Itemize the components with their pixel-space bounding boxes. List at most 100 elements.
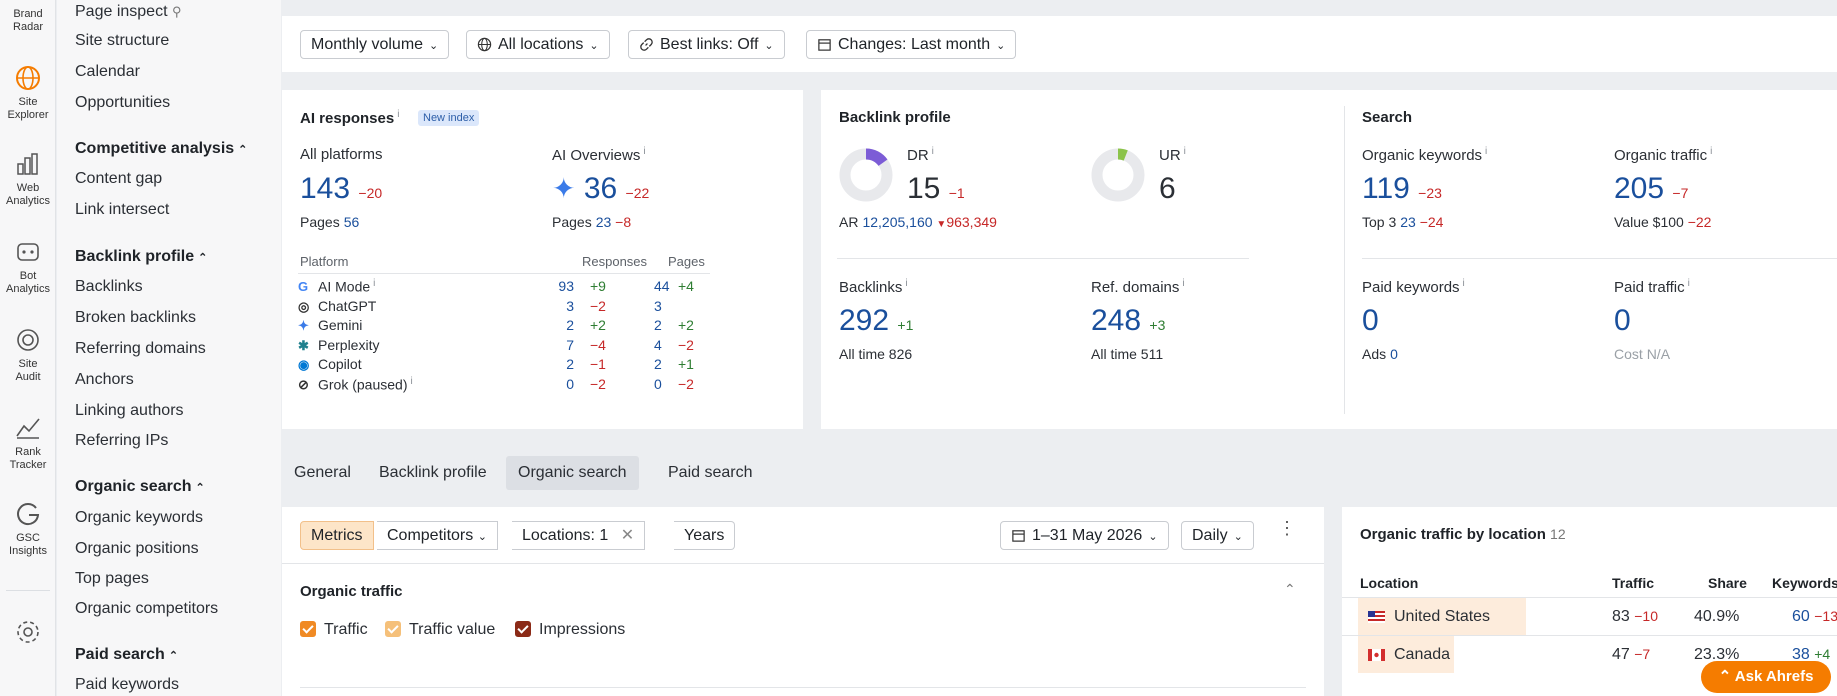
- table-row[interactable]: ✦ Gemini 2 +2 2 +2: [298, 315, 710, 337]
- info-icon[interactable]: i: [1462, 278, 1465, 289]
- best-links-dropdown[interactable]: Best links: Off ⌄: [628, 30, 785, 59]
- info-icon[interactable]: i: [905, 278, 908, 289]
- responses-value[interactable]: 0: [566, 375, 574, 392]
- responses-value[interactable]: 3: [566, 297, 574, 314]
- info-icon[interactable]: i: [931, 146, 934, 157]
- responses-value[interactable]: 2: [566, 317, 574, 333]
- rail-gsc-insights[interactable]: GSC Insights: [0, 500, 56, 558]
- locations-dropdown[interactable]: All locations ⌄: [466, 30, 610, 59]
- pages-value[interactable]: 56: [343, 214, 360, 230]
- ask-ahrefs-button[interactable]: ⌃ Ask Ahrefs: [1701, 661, 1831, 693]
- nav-organic-competitors[interactable]: Organic competitors: [75, 600, 219, 617]
- info-icon[interactable]: i: [397, 109, 400, 120]
- responses-value[interactable]: 7: [566, 336, 574, 353]
- table-row[interactable]: Canada 47 −7 23.3% 38 +4: [1342, 635, 1837, 673]
- traffic-value[interactable]: 83 −10: [1612, 608, 1658, 626]
- impressions-checkbox[interactable]: Impressions: [515, 621, 625, 639]
- keywords-value[interactable]: 38 +4: [1792, 646, 1830, 664]
- more-menu-icon[interactable]: ⋮: [1278, 518, 1296, 538]
- nav-referring-domains[interactable]: Referring domains: [75, 340, 206, 357]
- traffic-value-checkbox[interactable]: Traffic value: [385, 621, 495, 639]
- dr-metric[interactable]: 15 −1: [907, 172, 965, 206]
- years-toggle[interactable]: Years: [674, 521, 736, 550]
- nav-calendar[interactable]: Calendar: [75, 63, 140, 80]
- traffic-checkbox[interactable]: Traffic: [300, 621, 368, 639]
- pages-value[interactable]: 0: [654, 375, 662, 392]
- nav-referring-ips[interactable]: Referring IPs: [75, 432, 169, 449]
- info-icon[interactable]: i: [1183, 146, 1186, 157]
- table-row[interactable]: ⊘ Grok (paused) i 0 −2 0 −2: [298, 374, 710, 396]
- interval-dropdown[interactable]: Daily ⌄: [1181, 521, 1254, 550]
- rail-brand-radar[interactable]: Brand Radar: [0, 8, 56, 34]
- date-range-dropdown[interactable]: 1–31 May 2026 ⌄: [1000, 521, 1169, 550]
- ai-overviews-metric[interactable]: ✦ 36 −22: [552, 172, 649, 206]
- chevron-up-icon[interactable]: ⌃: [1284, 581, 1296, 597]
- rail-site-audit[interactable]: Site Audit: [0, 326, 56, 384]
- top3-value[interactable]: 23: [1400, 214, 1416, 230]
- tab-general[interactable]: General: [294, 464, 351, 481]
- table-row[interactable]: ◉ Copilot 2 −1 2 +1: [298, 354, 710, 376]
- organic-keywords-metric[interactable]: 119 −23: [1362, 172, 1442, 206]
- pages-value[interactable]: 4: [654, 336, 662, 353]
- table-row[interactable]: United States 83 −10 40.9% 60 −13: [1342, 597, 1837, 635]
- nav-broken-backlinks[interactable]: Broken backlinks: [75, 309, 196, 326]
- nav-section-paid[interactable]: Paid search ⌃: [75, 646, 178, 664]
- locations-filter[interactable]: Locations: 1 ✕: [512, 521, 646, 550]
- tab-organic-search[interactable]: Organic search: [506, 456, 639, 490]
- pages-value[interactable]: 2: [654, 356, 662, 372]
- traffic-value[interactable]: 47 −7: [1612, 646, 1650, 664]
- changes-dropdown[interactable]: Changes: Last month ⌄: [806, 30, 1017, 59]
- nav-page-inspect[interactable]: Page inspect ⚲: [75, 3, 182, 21]
- nav-opportunities[interactable]: Opportunities: [75, 94, 171, 111]
- nav-section-backlink[interactable]: Backlink profile ⌃: [75, 248, 207, 266]
- rail-bot-analytics[interactable]: Bot Analytics: [0, 238, 56, 296]
- nav-organic-positions[interactable]: Organic positions: [75, 540, 199, 557]
- organic-traffic-metric[interactable]: 205 −7: [1614, 172, 1688, 206]
- rail-rank-tracker[interactable]: Rank Tracker: [0, 414, 56, 472]
- info-icon[interactable]: i: [1710, 146, 1713, 157]
- competitors-dropdown[interactable]: Competitors ⌄: [377, 521, 498, 550]
- location-name[interactable]: Canada: [1394, 646, 1451, 663]
- table-row[interactable]: G AI Mode i 93 +9 44 +4: [298, 276, 710, 298]
- rail-web-analytics[interactable]: Web Analytics: [0, 150, 56, 208]
- table-row[interactable]: ◎ ChatGPT 3 −2 3: [298, 296, 710, 318]
- pages-value[interactable]: 3: [654, 297, 662, 314]
- close-icon[interactable]: ✕: [620, 527, 635, 544]
- nav-section-organic[interactable]: Organic search ⌃: [75, 478, 205, 496]
- keywords-value[interactable]: 60 −13: [1792, 608, 1837, 626]
- info-icon[interactable]: i: [643, 146, 646, 157]
- paid-traffic-metric[interactable]: 0: [1614, 304, 1631, 337]
- info-icon[interactable]: i: [1687, 278, 1690, 289]
- tab-backlink-profile[interactable]: Backlink profile: [379, 464, 487, 481]
- metrics-toggle[interactable]: Metrics: [300, 521, 374, 550]
- all-platforms-metric[interactable]: 143 −20: [300, 172, 382, 206]
- info-icon[interactable]: i: [410, 375, 413, 387]
- table-row[interactable]: ✱ Perplexity 7 −4 4 −2: [298, 335, 710, 357]
- nav-top-pages[interactable]: Top pages: [75, 570, 149, 587]
- nav-site-structure[interactable]: Site structure: [75, 32, 170, 49]
- col-keywords[interactable]: Keywords: [1772, 575, 1837, 591]
- info-icon[interactable]: i: [373, 278, 376, 289]
- nav-link-intersect[interactable]: Link intersect: [75, 201, 170, 218]
- paid-keywords-metric[interactable]: 0: [1362, 304, 1379, 337]
- info-icon[interactable]: i: [1182, 278, 1185, 289]
- info-icon[interactable]: i: [1485, 146, 1488, 157]
- pages-value[interactable]: 44: [654, 278, 670, 294]
- tab-paid-search[interactable]: Paid search: [668, 464, 753, 481]
- col-share[interactable]: Share: [1708, 575, 1747, 591]
- pages-value[interactable]: 2: [654, 317, 662, 333]
- nav-backlinks[interactable]: Backlinks: [75, 278, 143, 295]
- ads-value[interactable]: 0: [1390, 346, 1398, 362]
- col-traffic[interactable]: Traffic: [1612, 575, 1655, 591]
- col-location[interactable]: Location: [1360, 575, 1419, 591]
- rail-site-explorer[interactable]: Site Explorer: [0, 64, 56, 122]
- refdomains-metric[interactable]: 248 +3: [1091, 304, 1165, 338]
- pages-value[interactable]: 23: [595, 214, 612, 230]
- location-name[interactable]: United States: [1394, 608, 1491, 625]
- nav-anchors[interactable]: Anchors: [75, 371, 134, 388]
- rail-settings[interactable]: [0, 618, 56, 650]
- nav-linking-authors[interactable]: Linking authors: [75, 402, 184, 419]
- nav-content-gap[interactable]: Content gap: [75, 170, 163, 187]
- responses-value[interactable]: 2: [566, 356, 574, 372]
- volume-dropdown[interactable]: Monthly volume ⌄: [300, 30, 450, 59]
